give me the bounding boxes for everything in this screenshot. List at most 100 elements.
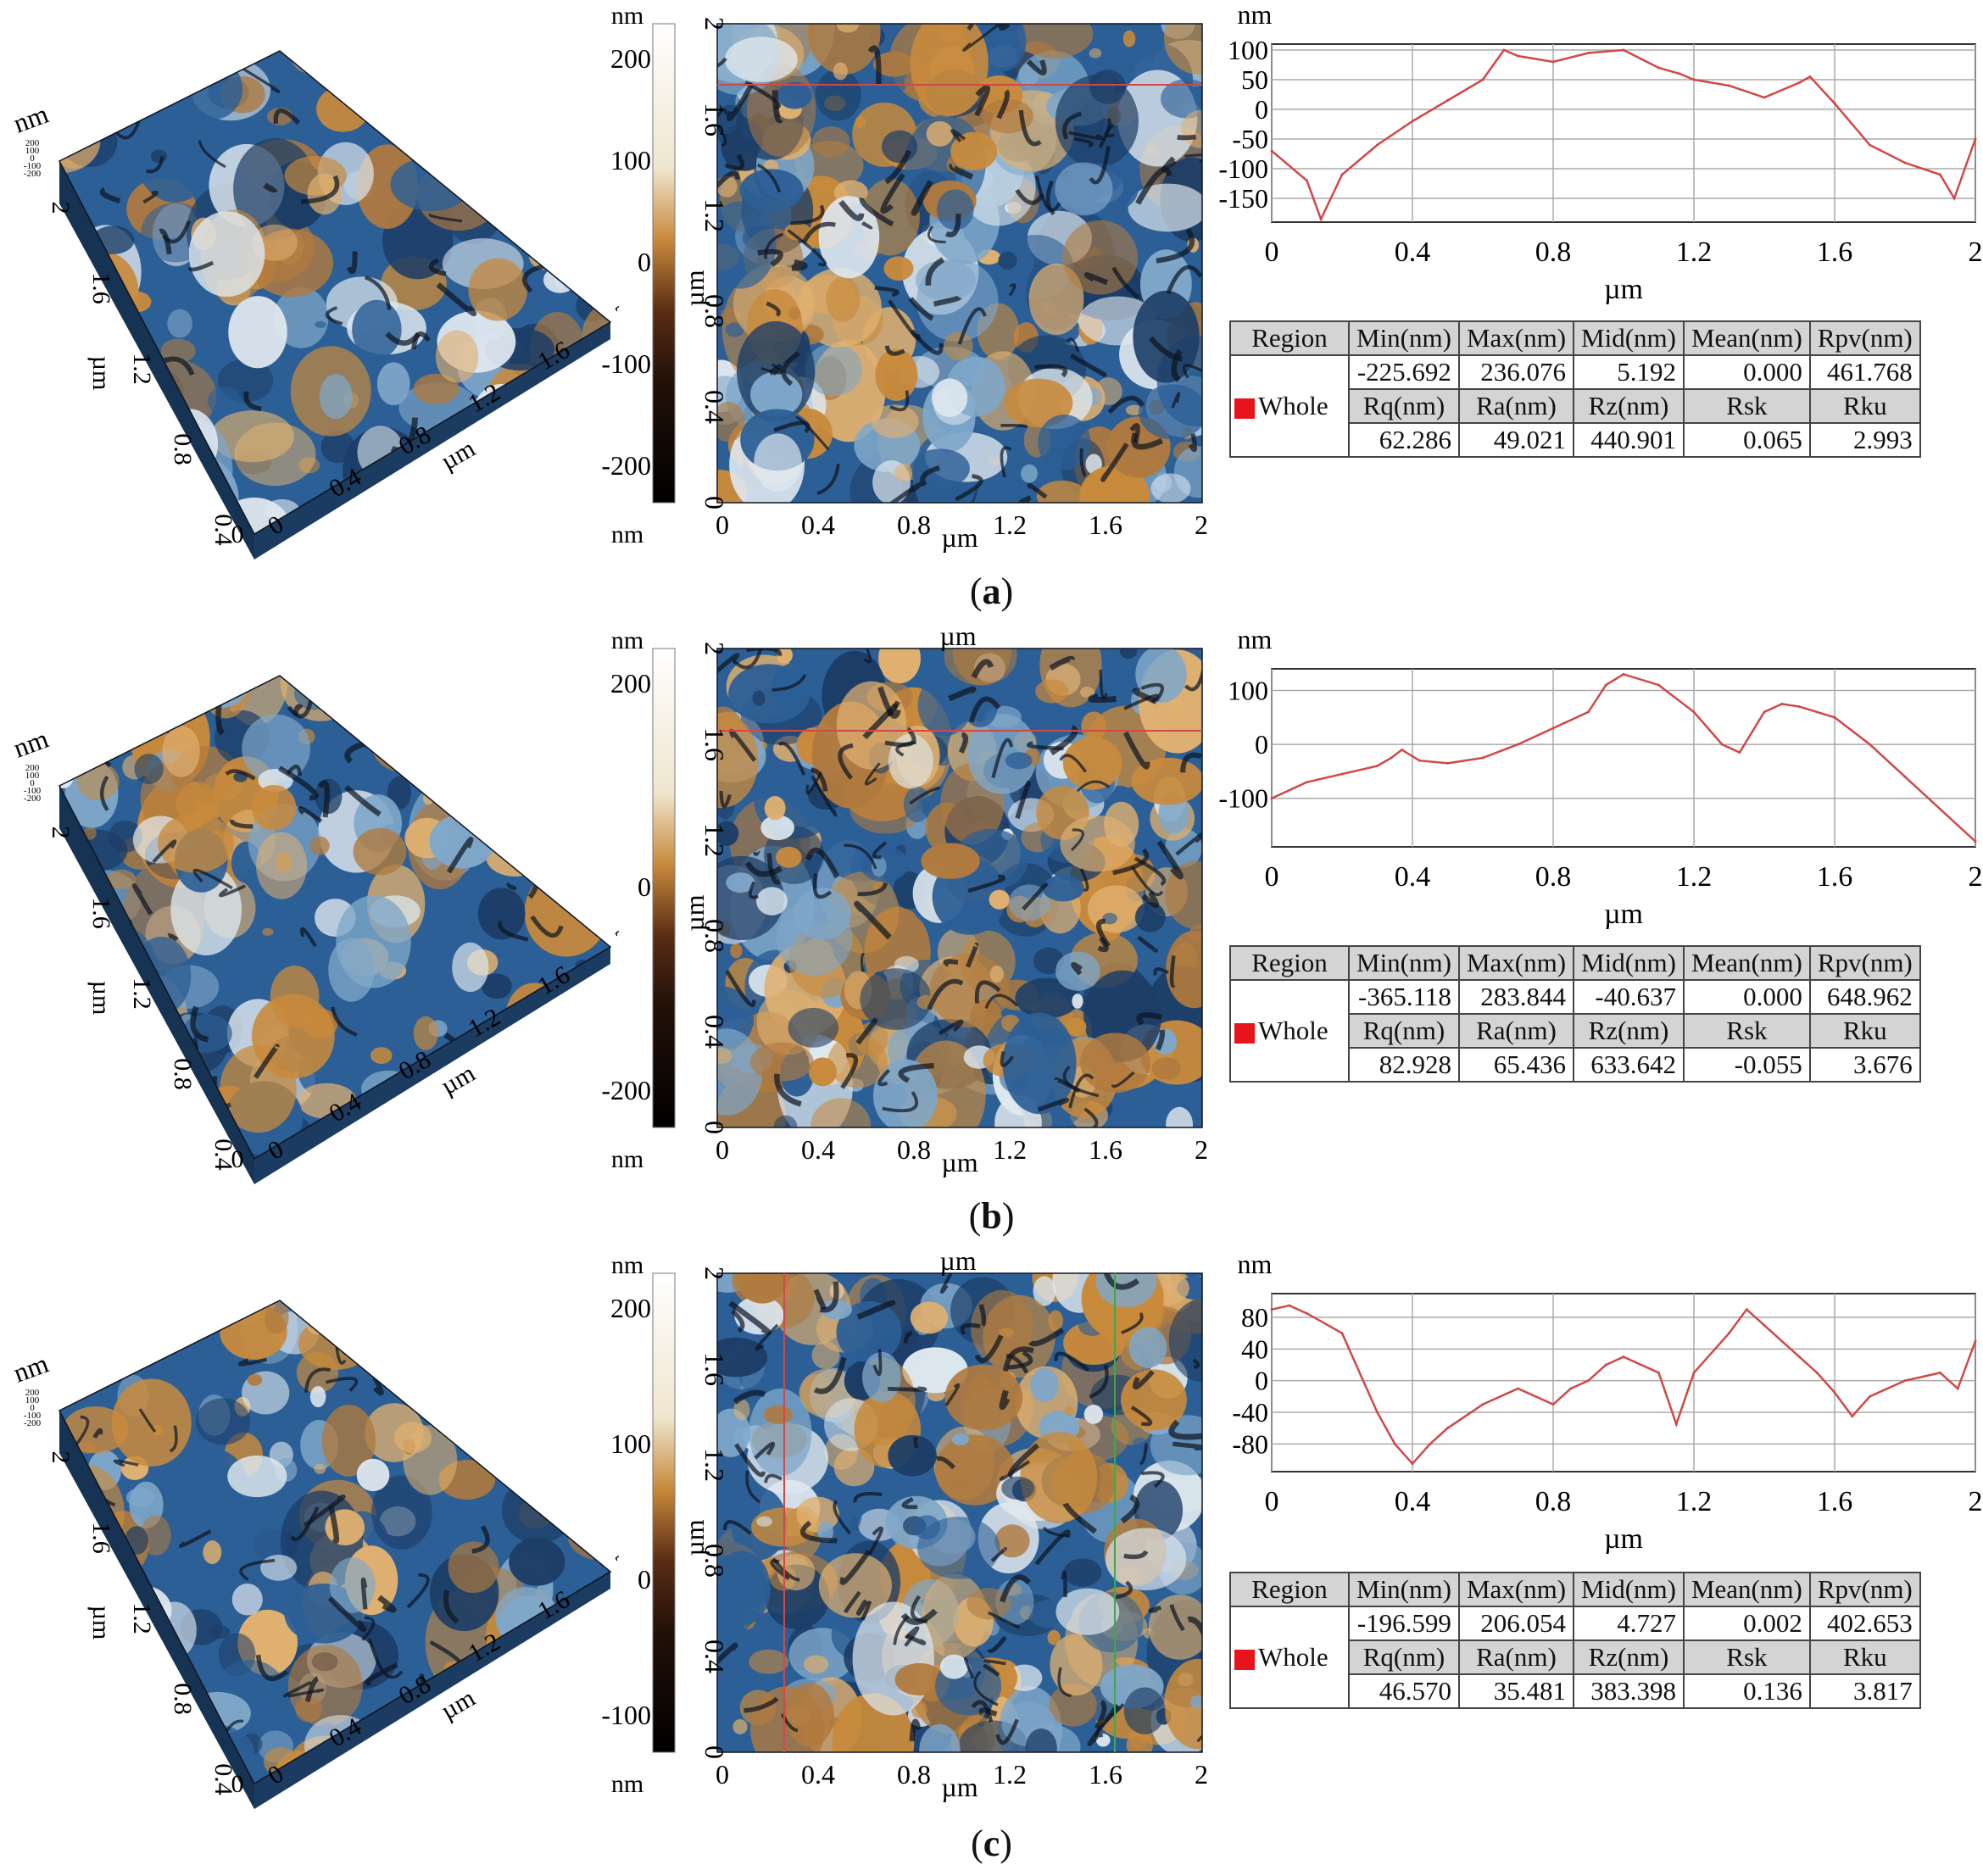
profile-point [1517,1387,1519,1390]
surface-crevice [1192,1358,1200,1369]
image-y-label: µm [679,1519,710,1556]
surface-blob [1043,1528,1082,1556]
surface-crevice [781,351,800,387]
surface-crevice [1059,754,1087,773]
surface-crevice [508,1751,526,1784]
profile-point [1903,1379,1907,1383]
y-axis-unit: µm [87,981,115,1016]
surface-crevice [760,363,783,375]
surface-crevice [146,155,164,174]
surface-blob [872,856,887,877]
surface-blob [732,1718,748,1734]
surface-crevice [794,416,830,451]
surface-crevice [958,732,969,754]
surface-crevice [242,676,265,682]
surface-crevice [717,108,727,120]
surface-blob [1055,162,1113,216]
surface-blob [413,1016,438,1050]
surface-blob [939,1654,968,1679]
surface-crevice [390,112,415,120]
surface-crevice [857,882,888,897]
image-x-tick: 2 [1195,1759,1208,1790]
region-color-swatch [1234,1022,1255,1044]
profile-point [1952,197,1956,200]
surface-crevice [1007,1443,1039,1479]
roughness-table: Region Min(nm) Max(nm) Mid(nm) Mean(nm) Rpv(n… [1229,1572,1921,1709]
surface-crevice [734,1443,766,1478]
region-color-swatch [1234,1649,1255,1670]
surface-blob [514,410,527,428]
surface-blob [486,838,544,877]
surface-crevice [428,258,447,276]
surface-crevice [1137,935,1158,953]
surface-blob [1087,885,1145,933]
surface-crevice [1037,1097,1070,1112]
surface-crevice [1107,395,1145,415]
surface-crevice [1026,741,1064,751]
table-header-cell: Region [1229,945,1350,981]
surface-crevice [1088,693,1117,704]
surface-blob [954,828,1028,891]
table-header-row: Rq(nm) Ra(nm) Rz(nm) Rsk Rku [1230,1639,1921,1675]
z-axis-tick: 200 [25,138,40,148]
surface-blob [59,1075,63,1094]
surface-crevice [732,1389,766,1405]
surface-crevice [1100,443,1129,482]
profile-point [1763,1323,1766,1327]
surface-crevice [774,1073,802,1107]
height-map-frame [716,1272,1203,1753]
profile-point [1376,1411,1379,1414]
surface-crevice [901,1497,918,1510]
table-cell: -40.637 [1573,979,1685,1015]
surface-blob [107,77,142,121]
surface-blob [162,1127,187,1150]
surface-crevice [1068,1073,1095,1109]
table-header-cell: Ra(nm) [1457,1013,1575,1049]
surface-blob [1105,1528,1187,1590]
surface-blob [67,871,81,890]
y-axis-tick: 2 [47,827,75,839]
color-bar-tick: -100 [601,348,651,379]
surface-crevice [277,765,319,801]
profile-point [1587,52,1590,54]
surface-crevice [1015,188,1044,205]
surface-blob [929,953,1010,1028]
table-cell: 283.844 [1457,979,1575,1015]
panel-caption: (a) [0,570,1983,613]
surface-crevice [754,1441,776,1460]
surface-crevice [1161,156,1178,173]
surface-blob [231,1583,263,1616]
color-bar-unit: nm [611,520,643,548]
caption-letter: b [981,1195,1002,1237]
color-bar [652,23,676,504]
surface-blob [875,348,918,401]
surface-crevice [927,978,964,1010]
y-axis-tick: 0.8 [169,1058,197,1090]
surface-blob [128,513,187,534]
surface-blob [516,1689,565,1724]
surface-blob [805,343,863,397]
surface-crevice [298,805,323,823]
surface-blob [917,674,972,737]
surface-crevice [530,915,564,938]
profile-point [1833,1391,1836,1394]
surface-crevice [131,1715,157,1730]
profile-x-tick: 2 [1969,237,1983,268]
table-cell: 206.054 [1457,1606,1575,1641]
z-axis-tick: -200 [24,169,42,179]
profile-point [1974,1339,1977,1343]
profile-point [1674,1422,1678,1426]
table-header-cell: Min(nm) [1348,1572,1460,1607]
surface-crevice [983,1664,1000,1677]
profile-point [1815,1371,1819,1374]
surface-crevice [1123,693,1160,710]
surface-crevice [777,741,806,776]
image-y-tick: 0.8 [699,1544,730,1578]
profile-plot-area [1271,668,1976,848]
surface-crevice [838,199,865,221]
surface-blob [59,451,92,516]
surface-crevice [22,389,51,399]
profile-point [1411,120,1414,123]
